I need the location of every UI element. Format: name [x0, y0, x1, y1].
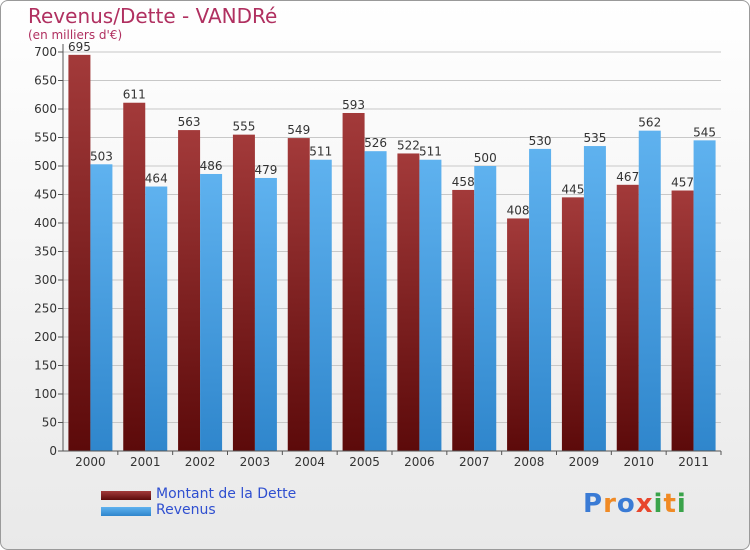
- bar-dette: [123, 102, 146, 451]
- data-label-revenus: 486: [200, 159, 223, 173]
- y-tick-label: 550: [34, 131, 57, 145]
- x-tick-label: 2010: [623, 455, 654, 469]
- bar-dette: [342, 112, 365, 452]
- data-label-revenus: 562: [638, 116, 661, 130]
- data-label-dette: 467: [616, 170, 639, 184]
- logo-letter: i: [653, 489, 664, 519]
- chart-title: Revenus/Dette - VANDRé: [28, 4, 278, 28]
- legend-label-dette: Montant de la Dette: [156, 486, 297, 502]
- y-tick-label: 100: [34, 387, 57, 401]
- data-label-revenus: 530: [529, 134, 552, 148]
- y-tick-label: 700: [34, 45, 57, 59]
- y-tick-label: 600: [34, 102, 57, 116]
- bar-revenus: [474, 166, 497, 451]
- bar-revenus: [364, 151, 387, 451]
- data-label-dette: 695: [68, 40, 91, 54]
- bar-dette: [178, 130, 201, 451]
- bar-revenus: [145, 186, 168, 451]
- x-tick-label: 2005: [349, 455, 380, 469]
- x-tick-label: 2002: [185, 455, 216, 469]
- logo-letter: r: [603, 489, 617, 519]
- axes: 0 50 100 150 200 250 300 350 400 450 500 550 600 650 7…: [34, 44, 722, 469]
- bar-dette: [287, 138, 310, 451]
- data-label-dette: 563: [178, 115, 201, 129]
- logo-letter: i: [676, 489, 687, 519]
- bar-dette: [232, 134, 255, 451]
- bar-revenus: [309, 159, 332, 452]
- x-tick-label: 2004: [294, 455, 325, 469]
- bar-dette: [68, 54, 91, 451]
- legend-swatch-revenus: [101, 507, 151, 516]
- logo-letter: o: [616, 489, 636, 519]
- data-label-revenus: 500: [474, 151, 497, 165]
- bar-revenus: [529, 148, 552, 451]
- y-tick-label: 500: [34, 159, 57, 173]
- logo-letter: x: [635, 489, 654, 519]
- y-tick-label: 250: [34, 302, 57, 316]
- y-tick-label: 400: [34, 216, 57, 230]
- data-label-dette: 445: [561, 182, 584, 196]
- y-tick-label: 650: [34, 74, 57, 88]
- data-label-dette: 549: [287, 123, 310, 137]
- bar-dette: [452, 189, 475, 451]
- data-label-dette: 458: [452, 175, 475, 189]
- data-label-revenus: 535: [583, 131, 606, 145]
- x-tick-label: 2003: [240, 455, 271, 469]
- bar-dette: [507, 218, 530, 451]
- y-tick-label: 150: [34, 359, 57, 373]
- bar-revenus: [90, 164, 113, 452]
- x-tick-label: 2011: [678, 455, 709, 469]
- data-label-dette: 555: [232, 120, 255, 134]
- x-tick-label: 2009: [569, 455, 600, 469]
- data-label-revenus: 479: [254, 163, 277, 177]
- x-tick-label: 2001: [130, 455, 161, 469]
- bar-dette: [561, 197, 584, 451]
- bar-revenus: [419, 159, 442, 452]
- y-tick-label: 200: [34, 330, 57, 344]
- bar-dette: [397, 153, 420, 451]
- logo-letter: t: [663, 489, 677, 519]
- bar-revenus: [200, 173, 223, 452]
- data-label-revenus: 503: [90, 149, 113, 163]
- y-tick-label: 300: [34, 273, 57, 287]
- data-label-revenus: 464: [145, 172, 168, 186]
- y-tick-label: 350: [34, 245, 57, 259]
- proxiti-logo: Proxiti: [583, 489, 687, 519]
- bar-revenus: [583, 146, 606, 452]
- data-label-revenus: 511: [309, 145, 332, 159]
- data-label-dette: 593: [342, 98, 365, 112]
- data-label-dette: 522: [397, 138, 420, 152]
- bar-revenus: [254, 177, 277, 451]
- data-label-revenus: 511: [419, 145, 442, 159]
- x-tick-label: 2008: [514, 455, 545, 469]
- bar-revenus: [693, 140, 716, 451]
- bar-revenus: [638, 130, 661, 451]
- bar-dette: [616, 184, 639, 451]
- y-tick-label: 450: [34, 188, 57, 202]
- data-label-dette: 611: [123, 88, 146, 102]
- x-tick-label: 2007: [459, 455, 490, 469]
- logo-letter: P: [583, 489, 604, 519]
- legend-swatch-dette: [101, 491, 151, 500]
- bar-dette: [671, 190, 694, 451]
- legend-label-revenus: Revenus: [156, 502, 216, 518]
- chart-subtitle: (en milliers d'€): [28, 28, 123, 42]
- y-tick-label: 50: [42, 416, 57, 430]
- data-label-revenus: 545: [693, 125, 716, 139]
- data-label-dette: 408: [507, 203, 530, 217]
- x-tick-label: 2000: [75, 455, 106, 469]
- data-label-revenus: 526: [364, 136, 387, 150]
- data-label-dette: 457: [671, 176, 694, 190]
- x-tick-label: 2006: [404, 455, 435, 469]
- y-tick-label: 0: [49, 444, 57, 458]
